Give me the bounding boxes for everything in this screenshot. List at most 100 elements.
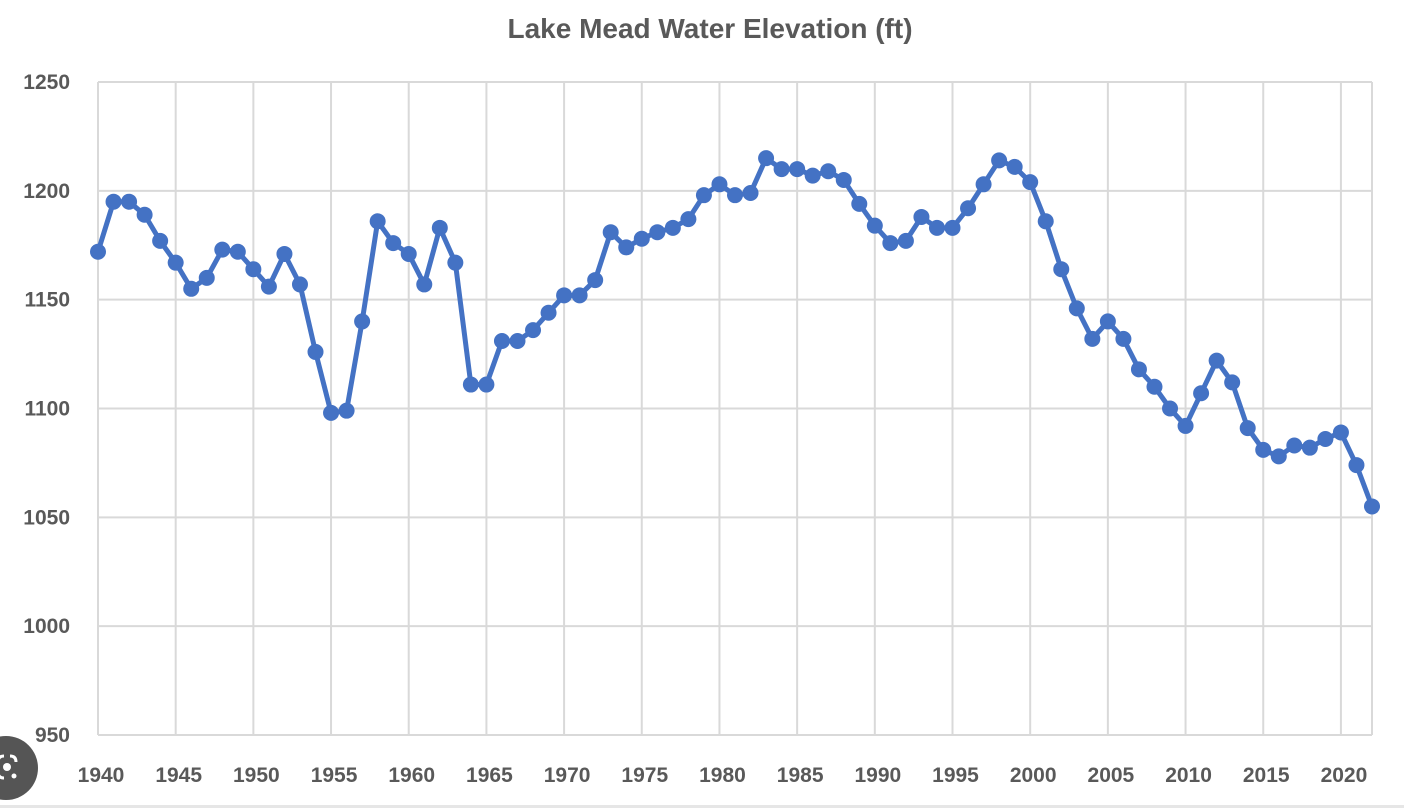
data-point-1941 (105, 193, 122, 210)
data-point-2016 (1270, 448, 1287, 465)
data-point-1978 (680, 211, 697, 228)
data-point-1964 (462, 376, 479, 393)
data-point-1948 (214, 241, 231, 258)
gridlines (97, 81, 1373, 736)
data-point-1961 (416, 276, 433, 293)
x-tick-label: 1955 (311, 764, 358, 787)
data-point-2006 (1115, 330, 1132, 347)
x-axis-ticks: 1940 1945 1950 1955 1960 1965 1970 1975 1980 1985… (78, 764, 1368, 787)
data-point-2019 (1317, 430, 1334, 447)
data-point-1974 (618, 239, 635, 256)
data-point-1993 (913, 208, 930, 225)
data-point-1987 (820, 163, 837, 180)
chart-title: Lake Mead Water Elevation (ft) (507, 13, 912, 44)
data-point-1947 (198, 269, 215, 286)
x-tick-label: 1945 (155, 764, 202, 787)
data-point-1963 (447, 254, 464, 271)
data-point-2014 (1239, 420, 1256, 437)
data-point-1962 (431, 219, 448, 236)
bottom-divider (0, 805, 1404, 808)
data-point-1986 (804, 167, 821, 184)
data-point-2008 (1146, 378, 1163, 395)
data-point-1968 (525, 322, 542, 339)
data-point-1996 (960, 200, 977, 217)
data-point-1969 (540, 304, 557, 321)
x-tick-label: 1980 (699, 764, 746, 787)
x-tick-label: 1995 (932, 764, 979, 787)
data-point-1967 (509, 333, 526, 350)
x-tick-label: 1970 (544, 764, 591, 787)
y-tick-label: 1100 (24, 398, 70, 421)
y-tick-label: 950 (35, 724, 70, 747)
data-point-1945 (167, 254, 184, 271)
data-point-1956 (338, 402, 355, 419)
data-point-2015 (1255, 441, 1272, 458)
x-tick-label: 1985 (777, 764, 824, 787)
data-point-1973 (602, 224, 619, 241)
data-point-2011 (1193, 385, 1210, 402)
data-point-1957 (354, 313, 371, 330)
data-point-1990 (866, 217, 883, 234)
data-point-1965 (478, 376, 495, 393)
x-tick-label: 2015 (1243, 764, 1290, 787)
data-point-1940 (90, 243, 106, 260)
data-point-1943 (136, 206, 153, 223)
data-point-1953 (291, 276, 308, 293)
data-point-1985 (789, 161, 806, 178)
data-point-2012 (1208, 352, 1225, 369)
x-tick-label: 2020 (1321, 764, 1368, 787)
data-point-1981 (727, 187, 743, 204)
data-point-1998 (991, 152, 1008, 169)
data-point-2009 (1162, 400, 1179, 417)
series-layer (90, 150, 1380, 515)
data-point-1958 (369, 213, 386, 230)
data-point-1979 (695, 187, 712, 204)
data-point-1980 (711, 176, 728, 193)
data-point-2001 (1037, 213, 1054, 230)
data-point-1983 (758, 150, 775, 167)
data-point-1960 (400, 245, 417, 262)
x-tick-label: 2000 (1010, 764, 1057, 787)
data-point-2013 (1224, 374, 1241, 391)
series-line (95, 155, 1375, 508)
data-point-2017 (1286, 437, 1303, 454)
lens-icon (0, 754, 18, 780)
data-point-1984 (773, 161, 790, 178)
data-point-2004 (1084, 330, 1101, 347)
y-tick-label: 1250 (23, 71, 70, 94)
data-point-2022 (1364, 498, 1380, 515)
data-point-1950 (245, 261, 262, 278)
data-point-2002 (1053, 261, 1070, 278)
data-point-2000 (1022, 174, 1039, 191)
y-axis-ticks: 950 1000 1050 1100 1150 1200 1250 (23, 71, 70, 747)
x-tick-label: 1965 (466, 764, 513, 787)
data-point-1972 (587, 272, 604, 289)
x-tick-label: 1975 (621, 764, 668, 787)
data-point-2003 (1068, 300, 1085, 317)
data-point-1992 (897, 232, 914, 249)
data-point-2010 (1177, 417, 1194, 434)
data-point-2020 (1332, 424, 1349, 441)
data-point-1995 (944, 219, 961, 236)
data-point-1949 (229, 243, 246, 260)
data-point-2018 (1301, 439, 1318, 456)
y-tick-label: 1000 (23, 615, 70, 638)
data-point-1942 (121, 193, 138, 210)
y-tick-label: 1050 (23, 506, 70, 529)
y-tick-label: 1200 (23, 180, 70, 203)
data-point-1970 (556, 287, 573, 304)
data-point-1999 (1006, 158, 1023, 175)
x-tick-label: 2005 (1088, 764, 1135, 787)
x-tick-label: 1940 (78, 764, 125, 787)
data-point-1959 (385, 235, 402, 252)
data-point-1951 (260, 278, 277, 295)
data-point-1976 (649, 224, 666, 241)
data-point-1952 (276, 245, 293, 262)
data-point-2007 (1130, 361, 1147, 378)
data-point-1988 (835, 171, 852, 188)
data-point-1994 (928, 219, 945, 236)
x-tick-label: 2010 (1165, 764, 1212, 787)
data-point-1954 (307, 343, 324, 360)
data-point-1944 (152, 232, 169, 249)
